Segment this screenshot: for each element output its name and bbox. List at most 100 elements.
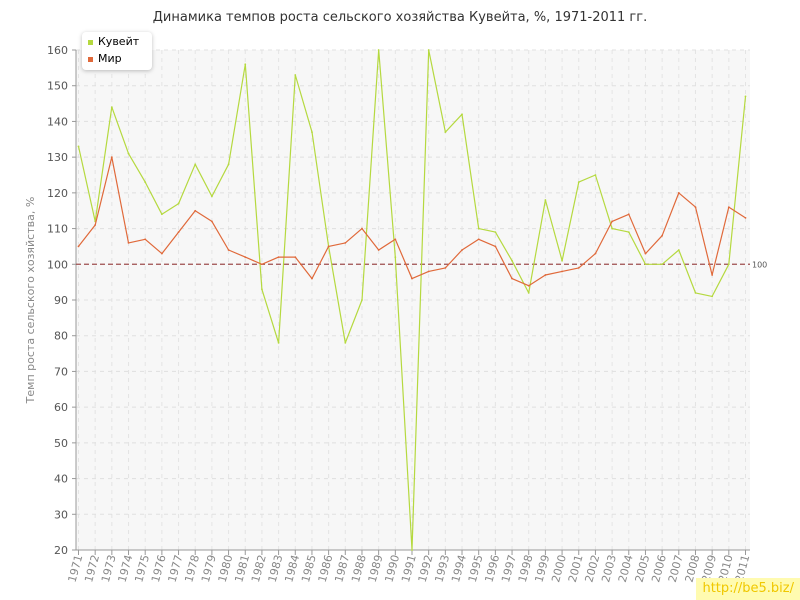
data-point-kuwait <box>194 163 197 166</box>
data-point-kuwait <box>144 181 147 184</box>
data-point-world <box>394 238 397 241</box>
data-point-kuwait <box>244 63 247 66</box>
data-point-world <box>327 245 330 248</box>
y-tick-label: 50 <box>54 437 68 450</box>
data-point-world <box>527 284 530 287</box>
data-point-world <box>477 238 480 241</box>
data-point-kuwait <box>494 231 497 234</box>
y-tick-label: 70 <box>54 365 68 378</box>
data-point-kuwait <box>444 131 447 134</box>
data-point-kuwait <box>727 263 730 266</box>
data-point-world <box>711 274 714 276</box>
data-point-kuwait <box>344 341 347 344</box>
data-point-world <box>94 224 97 226</box>
legend[interactable]: Кувейт Мир <box>82 32 152 70</box>
watermark-link[interactable]: http://be5.biz/ <box>696 578 800 600</box>
data-point-world <box>211 220 213 223</box>
data-point-world <box>444 266 447 269</box>
data-point-world <box>294 256 297 259</box>
data-point-world <box>377 249 380 251</box>
y-tick-label: 130 <box>47 151 68 164</box>
y-tick-label: 40 <box>54 473 68 486</box>
data-point-kuwait <box>277 341 280 344</box>
data-point-world <box>311 277 313 280</box>
legend-marker-world <box>88 56 93 62</box>
data-point-kuwait <box>160 213 163 216</box>
data-point-world <box>127 241 130 244</box>
data-point-kuwait <box>127 152 130 155</box>
data-point-world <box>144 238 147 241</box>
data-point-kuwait <box>361 299 363 301</box>
data-point-kuwait <box>294 74 297 76</box>
legend-marker-kuwait <box>88 39 93 45</box>
data-point-world <box>244 256 247 259</box>
y-axis-label: Темп роста сельского хозяйства, % <box>24 197 37 405</box>
data-point-kuwait <box>677 249 680 251</box>
data-point-world <box>677 191 680 194</box>
data-point-kuwait <box>744 95 747 98</box>
data-point-world <box>277 256 280 259</box>
data-point-kuwait <box>594 174 597 176</box>
data-point-world <box>110 156 113 159</box>
data-point-world <box>544 274 547 276</box>
legend-label-kuwait: Кувейт <box>98 35 140 48</box>
y-tick-label: 100 <box>47 258 68 271</box>
data-point-kuwait <box>261 288 263 291</box>
data-point-world <box>511 277 513 280</box>
data-point-world <box>494 245 497 248</box>
data-point-world <box>427 270 430 273</box>
data-point-world <box>160 252 163 255</box>
data-point-kuwait <box>544 199 547 201</box>
y-tick-label: 160 <box>47 44 68 57</box>
data-point-world <box>744 216 747 219</box>
y-tick-label: 90 <box>54 294 68 307</box>
chart-title: Динамика темпов роста сельского хозяйств… <box>152 10 648 25</box>
data-point-world <box>727 206 730 209</box>
y-tick-label: 30 <box>54 508 68 521</box>
data-point-world <box>661 234 664 237</box>
y-tick-label: 150 <box>47 80 68 93</box>
y-tick-label: 120 <box>47 187 68 200</box>
data-point-world <box>411 277 413 280</box>
data-point-world <box>194 209 197 212</box>
data-point-world <box>561 270 563 273</box>
data-point-kuwait <box>611 227 613 230</box>
data-point-world <box>644 252 647 255</box>
data-point-kuwait <box>661 263 664 266</box>
legend-item-world[interactable]: Мир <box>88 52 122 65</box>
y-tick-label: 20 <box>54 544 68 557</box>
data-point-kuwait <box>394 256 397 259</box>
data-point-kuwait <box>377 49 380 51</box>
data-point-kuwait <box>227 163 230 166</box>
data-point-kuwait <box>77 145 80 148</box>
y-tick-label: 60 <box>54 401 68 414</box>
data-point-kuwait <box>411 549 413 551</box>
data-point-world <box>77 245 80 248</box>
legend-label-world: Мир <box>98 52 122 65</box>
data-point-kuwait <box>461 113 463 116</box>
data-point-world <box>694 206 697 209</box>
data-point-world <box>461 249 463 251</box>
data-point-kuwait <box>311 131 313 134</box>
data-point-world <box>611 220 613 223</box>
data-point-kuwait <box>644 263 647 266</box>
y-tick-label: 80 <box>54 330 68 343</box>
data-point-kuwait <box>711 295 714 298</box>
data-point-kuwait <box>177 202 180 205</box>
data-point-kuwait <box>211 195 213 198</box>
data-point-world <box>361 227 363 230</box>
data-point-kuwait <box>477 227 480 230</box>
data-point-world <box>227 249 230 251</box>
data-point-world <box>594 252 597 255</box>
data-point-kuwait <box>427 49 430 51</box>
data-point-world <box>261 263 263 266</box>
y-tick-label: 110 <box>47 223 68 236</box>
data-point-kuwait <box>110 106 113 109</box>
data-point-world <box>344 241 347 244</box>
data-point-kuwait <box>511 259 513 262</box>
reference-line-label: 100 <box>752 260 767 269</box>
legend-item-kuwait[interactable]: Кувейт <box>88 35 139 48</box>
data-point-kuwait <box>561 259 563 262</box>
data-point-world <box>577 266 580 269</box>
